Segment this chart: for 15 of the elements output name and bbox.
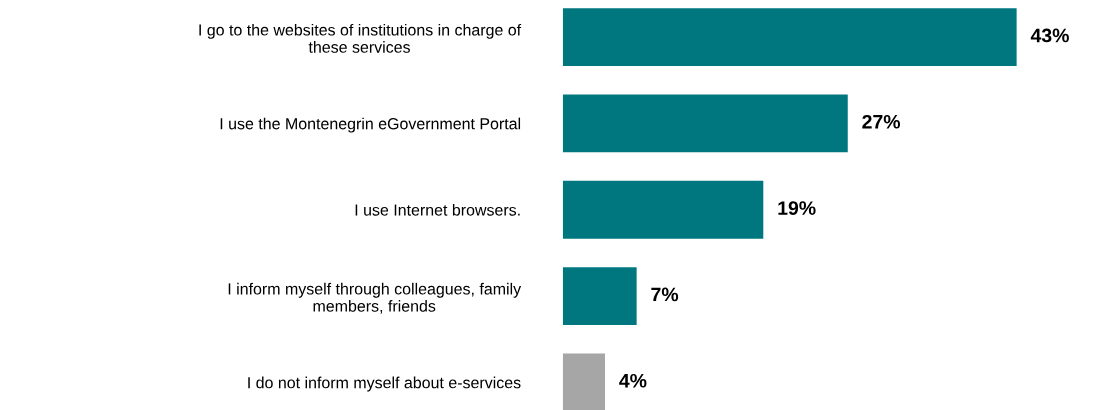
y-tick-label: I inform myself through colleagues, family members, friends bbox=[228, 282, 522, 314]
y-tick-label: I use the Montenegrin eGovernment Portal bbox=[220, 117, 521, 133]
data-label: 27% bbox=[862, 114, 901, 129]
bar bbox=[562, 353, 605, 410]
y-tick-label: I go to the websites of institutions in charge of these services bbox=[199, 23, 522, 53]
bar bbox=[562, 94, 848, 153]
bar bbox=[562, 267, 637, 325]
bar bbox=[562, 180, 764, 239]
y-tick-label: I use Internet browsers. bbox=[355, 203, 520, 216]
data-label: 7% bbox=[651, 287, 679, 302]
data-label: 4% bbox=[619, 373, 647, 388]
data-label: 19% bbox=[778, 201, 816, 215]
y-tick-label: I do not inform myself about e-services bbox=[248, 376, 521, 392]
bar bbox=[562, 8, 1017, 67]
data-label: 43% bbox=[1030, 28, 1069, 43]
